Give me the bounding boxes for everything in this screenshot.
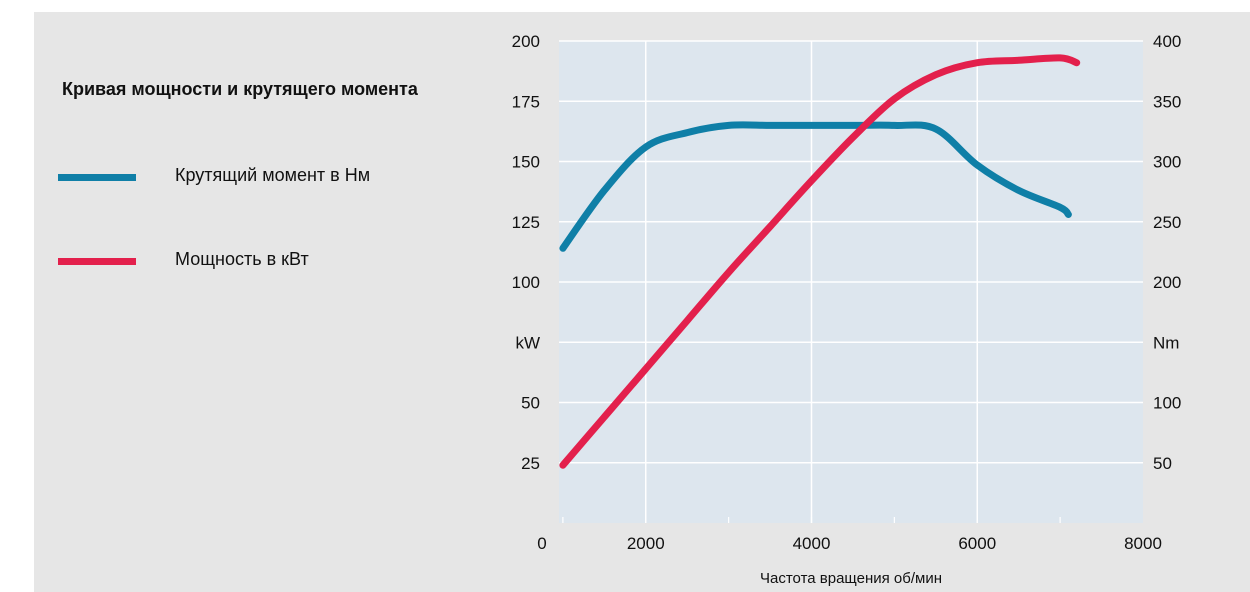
- y-left-tick-label: kW: [515, 333, 540, 352]
- x-axis-title: Частота вращения об/мин: [760, 570, 942, 587]
- chart-title: Кривая мощности и крутящего момента: [62, 79, 418, 99]
- legend-swatch-torque: [58, 174, 136, 181]
- x-tick-label: 2000: [627, 534, 665, 553]
- legend-swatch-power: [58, 258, 136, 265]
- y-right-tick-label: 200: [1153, 273, 1181, 292]
- y-right-tick-label: 250: [1153, 213, 1181, 232]
- y-right-tick-label: 50: [1153, 454, 1172, 473]
- y-left-tick-label: 175: [512, 92, 540, 111]
- x-origin-label: 0: [537, 534, 546, 553]
- y-right-tick-label: 300: [1153, 153, 1181, 172]
- y-left-tick-label: 125: [512, 213, 540, 232]
- y-left-tick-label: 25: [521, 454, 540, 473]
- power-line: [559, 54, 1081, 469]
- y-right-tick-label: 400: [1153, 32, 1181, 51]
- x-tick-label: 4000: [793, 534, 831, 553]
- y-right-tick-label: 350: [1153, 92, 1181, 111]
- torque-line: [559, 121, 1072, 252]
- legend-label-power: Мощность в кВт: [175, 249, 309, 269]
- y-right-tick-label: 100: [1153, 394, 1181, 413]
- x-tick-label: 6000: [958, 534, 996, 553]
- y-left-tick-label: 150: [512, 153, 540, 172]
- legend-label-torque: Крутящий момент в Нм: [175, 165, 371, 185]
- y-left-tick-label: 200: [512, 32, 540, 51]
- y-left-tick-label: 50: [521, 394, 540, 413]
- x-tick-label: 8000: [1124, 534, 1162, 553]
- y-left-tick-label: 100: [512, 273, 540, 292]
- y-right-tick-label: Nm: [1153, 333, 1179, 352]
